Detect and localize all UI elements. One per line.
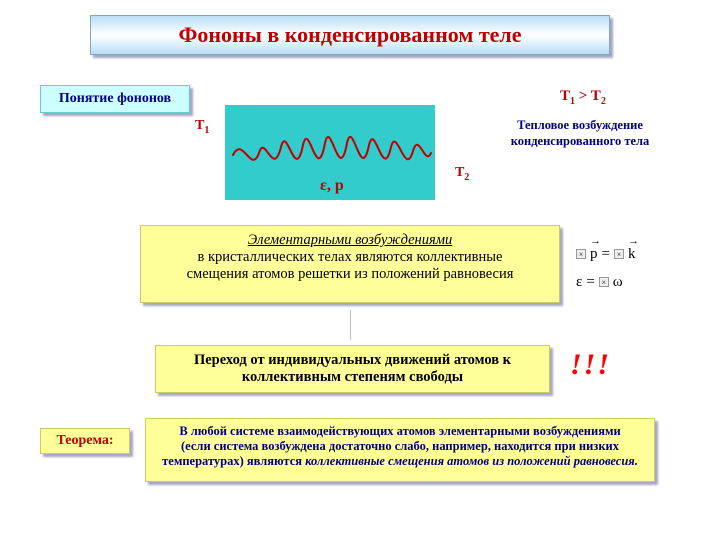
formula-p-row: × p = × k (576, 240, 656, 268)
t1-letter: T (195, 118, 204, 133)
wave-path (233, 137, 431, 160)
concept-box: Понятие фононов (40, 85, 190, 113)
formula-eps-row: ε = × ω (576, 268, 656, 296)
concept-label: Понятие фононов (59, 91, 171, 107)
theorem-line2: (если система возбуждена достаточно слаб… (181, 439, 619, 453)
wave-panel: ε, p (225, 105, 435, 200)
theorem-label: Теорема: (56, 433, 113, 449)
title-text: Фононы в конденсированном теле (178, 22, 521, 48)
temperature-inequality: T1 > T2 (560, 88, 606, 107)
t2-sub: 2 (464, 172, 469, 183)
theorem-line1: В любой системе взаимодействующих атомов… (179, 424, 620, 438)
t2-label: T2 (455, 165, 469, 183)
elem-line2: в кристаллических телах являются коллект… (198, 249, 503, 265)
eq-sign-2: = (586, 274, 594, 291)
k-vector: k (628, 246, 636, 263)
placeholder-icon: × (576, 249, 586, 259)
p-vector: p (590, 246, 598, 263)
transition-box: Переход от индивидуальных движений атомо… (155, 345, 550, 393)
ineq-left: T (560, 88, 570, 104)
theorem-label-box: Теорема: (40, 428, 130, 454)
t1-label: T1 (195, 118, 209, 136)
eq-sign-1: = (602, 246, 610, 263)
transition-text: Переход от индивидуальных движений атомо… (166, 352, 539, 386)
connector-line (350, 310, 351, 340)
theorem-box: В любой системе взаимодействующих атомов… (145, 418, 655, 482)
thermal-caption: Тепловое возбуждение конденсированного т… (495, 118, 665, 149)
ineq-op: > (575, 88, 591, 104)
t1-sub: 1 (204, 125, 209, 136)
theorem-line3a: температурах) являются (162, 454, 305, 468)
ineq-right: T (591, 88, 601, 104)
omega-symbol: ω (613, 274, 623, 291)
elem-line1: Элементарными возбуждениями (248, 232, 452, 248)
title-banner: Фононы в конденсированном теле (90, 15, 610, 55)
epsilon-p-label: ε, p (320, 177, 344, 195)
ineq-right-sub: 2 (601, 96, 606, 107)
elementary-excitations-box: Элементарными возбуждениями в кристаллич… (140, 225, 560, 303)
exclamation-marks: !!! (570, 348, 611, 382)
epsilon-symbol: ε (576, 274, 582, 291)
elem-line3: смещения атомов решетки из положений рав… (187, 266, 514, 282)
placeholder-icon: × (599, 277, 609, 287)
formulae-block: × p = × k ε = × ω (576, 240, 656, 300)
t2-letter: T (455, 165, 464, 180)
theorem-line3b: коллективные смещения атомов из положени… (305, 454, 638, 468)
placeholder-icon: × (614, 249, 624, 259)
